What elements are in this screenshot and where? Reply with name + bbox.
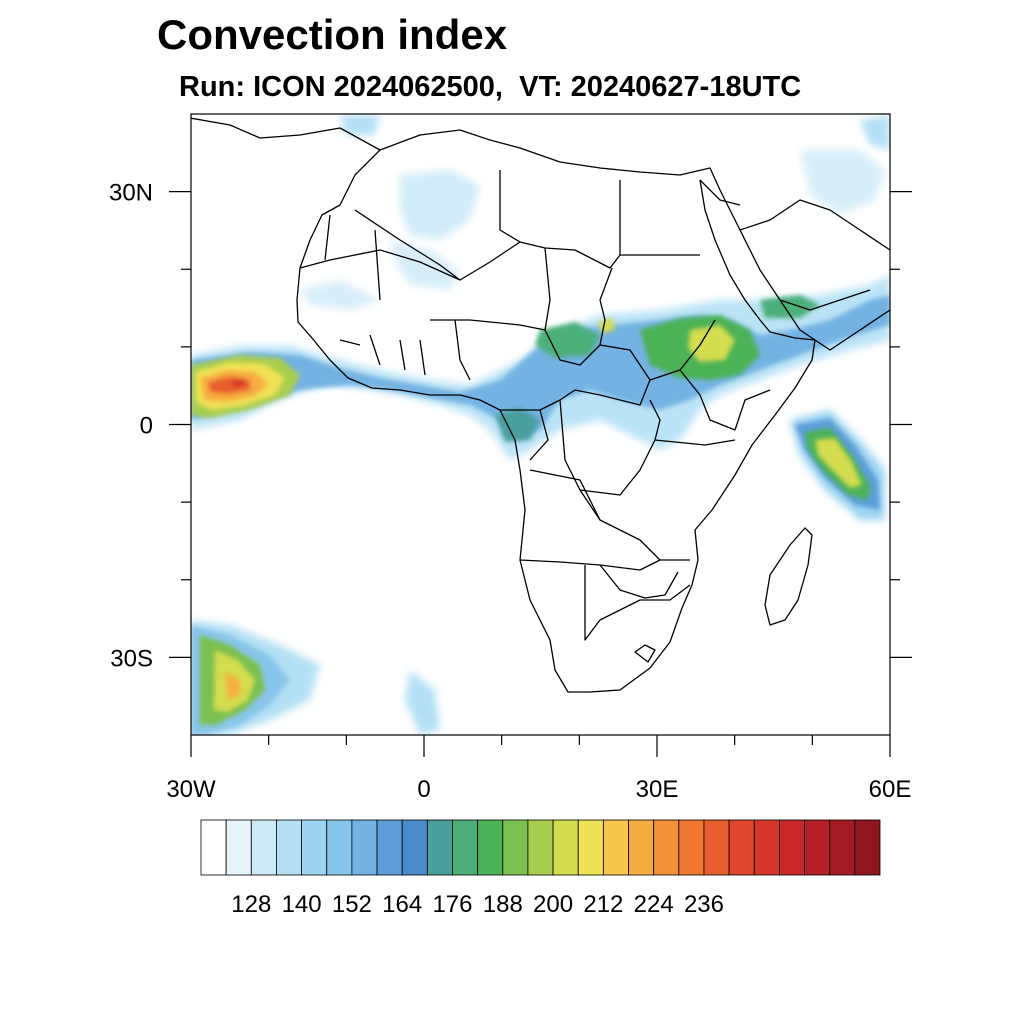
lon-tick-label: 30E [636,776,679,803]
colorbar-swatch [728,819,755,876]
lat-tick-label: 0 [140,413,153,440]
colorbar-swatch [351,819,378,876]
colorbar-label: 164 [382,891,422,918]
colorbar-swatch [326,819,353,876]
map-frame: 30W 0 30E 60E 30N 0 30S [109,113,912,803]
colorbar-swatch [577,819,604,876]
convection-field [191,115,890,735]
colorbar-label: 128 [231,891,271,918]
colorbar-swatch [301,819,328,876]
colorbar-swatch [376,819,403,876]
colorbar-swatch [653,819,680,876]
colorbar-swatch [426,819,453,876]
colorbar-swatch [250,819,277,876]
colorbar-label: 224 [634,891,674,918]
colorbar-swatch [829,819,856,876]
colorbar-swatch [200,819,227,876]
coastlines-borders [191,117,890,693]
lat-tick-label: 30S [110,645,153,672]
colorbar-swatch [225,819,252,876]
colorbar-swatch [452,819,479,876]
colorbar-swatch [854,819,881,876]
colorbar-label: 152 [332,891,372,918]
chart-subtitle: Run: ICON 2024062500, VT: 20240627-18UTC [179,71,802,103]
colorbar-swatch [804,819,831,876]
colorbar-label: 176 [432,891,472,918]
colorbar-label: 140 [282,891,322,918]
colorbar-label: 212 [583,891,623,918]
colorbar-swatch [276,819,302,876]
lon-tick-label: 60E [869,776,912,803]
colorbar-swatch [678,819,705,876]
colorbar-swatch [753,819,780,876]
colorbar-swatch [527,819,554,876]
colorbar-label: 236 [684,891,724,918]
lat-tick-label: 30N [109,180,153,207]
colorbar-swatch [502,819,529,876]
colorbar-label: 200 [533,891,573,918]
colorbar-label: 188 [483,891,523,918]
colorbar-swatch [628,819,655,876]
chart-title: Convection index [157,11,508,58]
colorbar-swatch [779,819,805,876]
lon-tick-label: 30W [166,776,216,803]
lon-tick-label: 0 [417,776,430,803]
colorbar: 128 140 152 164 176 188 200 212 224 236 [200,819,881,918]
colorbar-swatch [401,819,428,876]
colorbar-swatch [477,819,504,876]
colorbar-swatch [602,819,629,876]
colorbar-swatch [703,819,730,876]
colorbar-swatch [552,819,579,876]
